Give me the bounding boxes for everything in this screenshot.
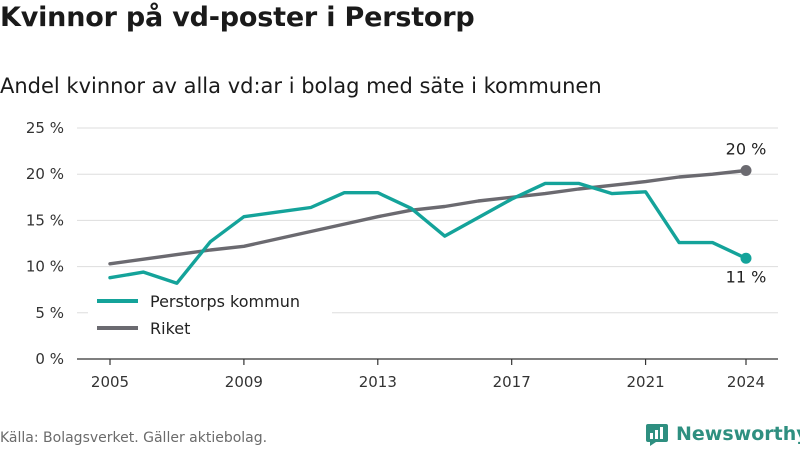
x-tick-label: 2009 (225, 373, 263, 391)
end-labels: 11 % 20 % (726, 140, 767, 287)
end-points (740, 165, 752, 264)
brand-logo: Newsworthy (644, 420, 800, 448)
y-tick-label: 20 % (26, 165, 64, 183)
newsworthy-logo-icon (646, 424, 668, 446)
y-tick-label: 15 % (26, 211, 64, 229)
chart-subtitle: Andel kvinnor av alla vd:ar i bolag med … (0, 74, 602, 98)
line-chart: 0 %5 %10 %15 %20 %25 % 2005 2009 2013 2017 2… (26, 119, 778, 391)
y-tick-label: 25 % (26, 119, 64, 137)
end-label: 11 % (726, 267, 767, 286)
x-tick-label: 2005 (91, 373, 129, 391)
x-tick-label: 2024 (727, 373, 765, 391)
legend-label: Perstorps kommun (150, 292, 300, 311)
end-label: 20 % (726, 140, 767, 159)
end-point (740, 165, 752, 177)
y-tick-label: 5 % (35, 304, 64, 322)
series-line (108, 181, 748, 285)
y-axis: 0 % 5 % 10 % 15 % 20 % 25 % (26, 119, 64, 368)
chart-title: Kvinnor på vd-poster i Perstorp (0, 2, 475, 33)
legend-label: Riket (150, 319, 190, 338)
source-note: Källa: Bolagsverket. Gäller aktiebolag. (0, 430, 268, 446)
series-lines (108, 168, 748, 285)
x-tick-label: 2017 (493, 373, 531, 391)
y-tick-label: 10 % (26, 258, 64, 276)
legend: Perstorps kommun Riket (97, 292, 300, 338)
y-tick-label: 0 % (35, 350, 64, 368)
x-tick-label: 2013 (359, 373, 397, 391)
series-line (108, 168, 748, 266)
brand-name: Newsworthy (676, 423, 800, 445)
x-tick-label: 2021 (626, 373, 664, 391)
legend-background (88, 285, 332, 343)
end-point (740, 252, 752, 264)
x-axis: 2005 2009 2013 2017 2021 2024 (77, 358, 778, 391)
